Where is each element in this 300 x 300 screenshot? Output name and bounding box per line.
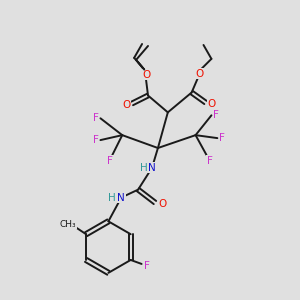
Text: F: F [93, 113, 98, 123]
Text: H: H [109, 193, 116, 202]
Text: F: F [107, 156, 113, 166]
Text: N: N [117, 193, 125, 202]
Text: O: O [195, 69, 204, 79]
Text: O: O [142, 70, 150, 80]
Text: F: F [144, 261, 149, 271]
Text: F: F [219, 133, 225, 143]
Text: O: O [122, 100, 130, 110]
Text: F: F [93, 135, 98, 145]
Text: O: O [207, 99, 216, 110]
Text: F: F [206, 156, 212, 166]
Text: N: N [148, 163, 156, 173]
Text: F: F [213, 110, 219, 120]
Text: H: H [140, 163, 148, 173]
Text: CH₃: CH₃ [60, 220, 76, 229]
Text: O: O [159, 200, 167, 209]
